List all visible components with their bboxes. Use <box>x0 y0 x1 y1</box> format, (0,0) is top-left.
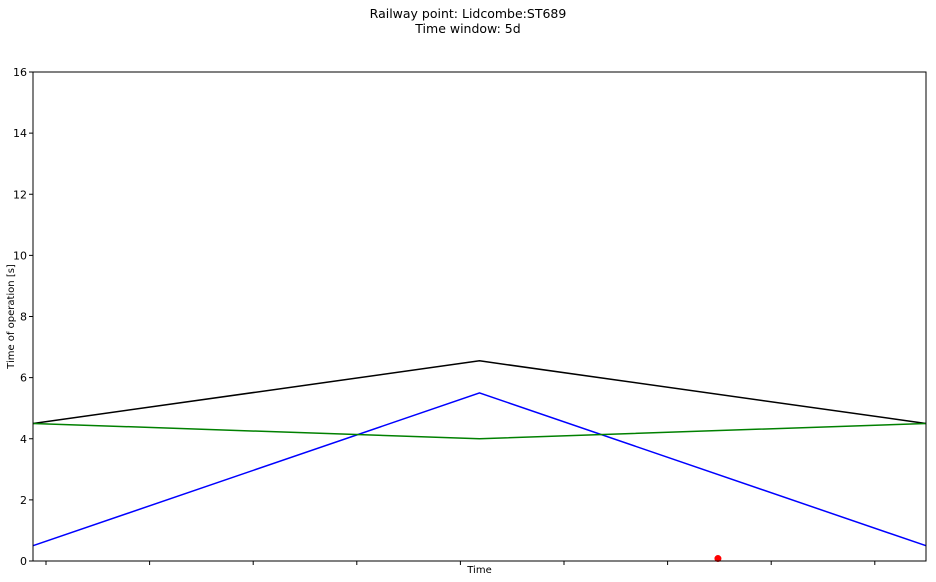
x-axis-label: Time <box>466 565 491 576</box>
chart-title-line-1: Railway point: Lidcombe:ST689 <box>369 6 567 21</box>
y-tick-label: 0 <box>20 555 27 568</box>
y-tick-label: 14 <box>13 127 27 140</box>
plot-frame <box>32 71 927 562</box>
y-axis-label: Time of operation [s] <box>6 264 17 370</box>
y-tick-label: 6 <box>20 372 27 385</box>
y-tick-label: 2 <box>20 494 27 507</box>
y-tick-label: 12 <box>13 188 27 201</box>
data-point-1 <box>714 555 722 563</box>
plot-layer <box>32 360 927 563</box>
axis-layer: 0 2 4 6 8 10 12 14 16 <box>13 66 876 568</box>
series-line-1 <box>32 360 927 425</box>
series-line-2 <box>32 392 927 547</box>
chart-title-line-2: Time window: 5d <box>415 21 521 36</box>
y-tick-label: 4 <box>20 433 27 446</box>
y-tick-label: 16 <box>13 66 27 79</box>
y-tick-label: 8 <box>20 311 27 324</box>
series-line-3 <box>32 422 927 440</box>
y-tick-label: 10 <box>13 249 27 262</box>
